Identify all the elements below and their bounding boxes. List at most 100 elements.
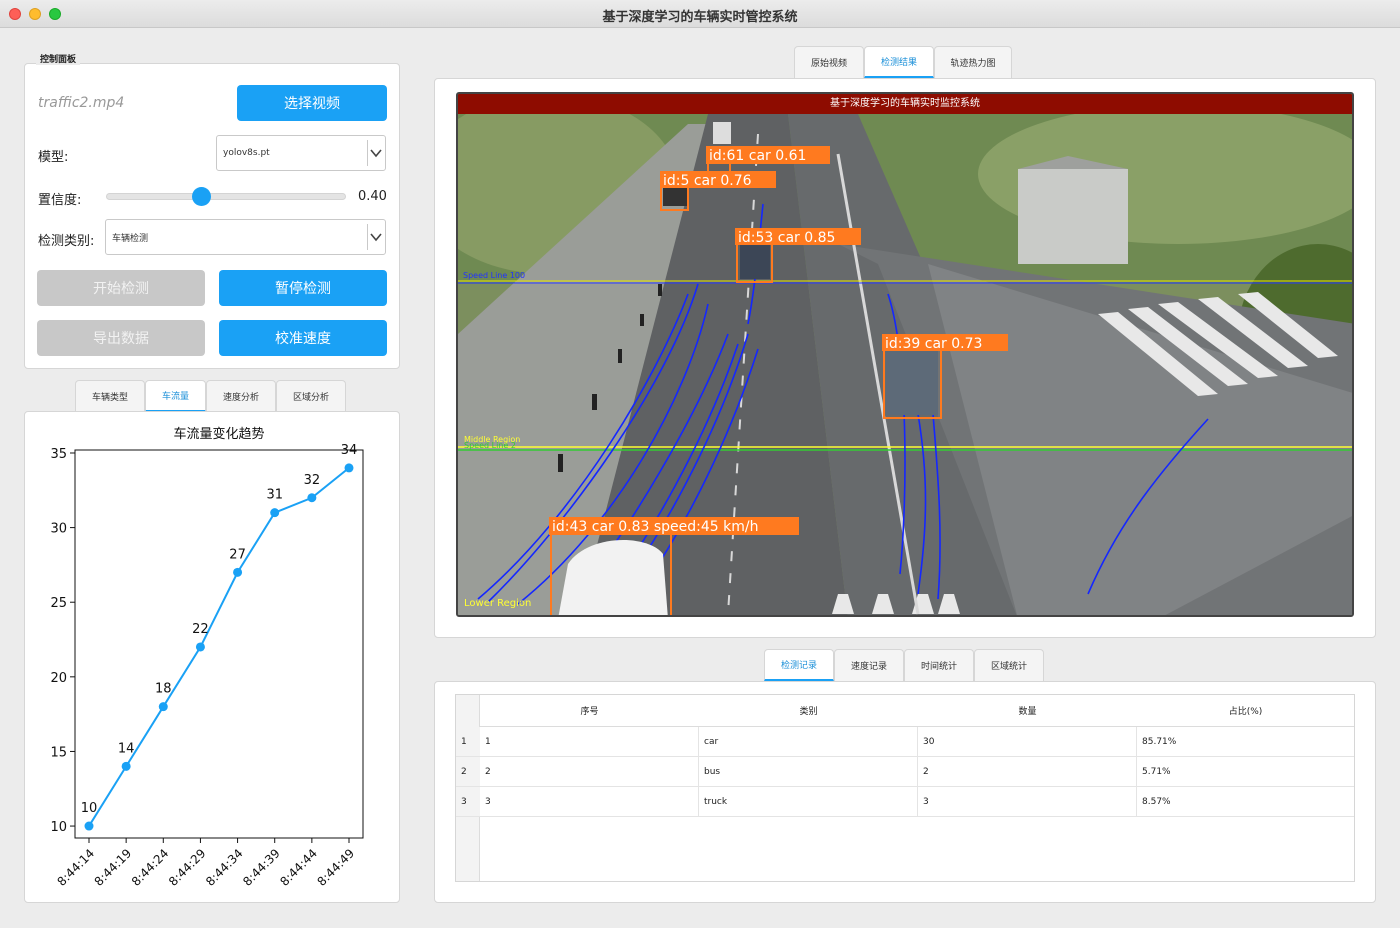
x-tick-label: 8:44:29 <box>166 846 209 889</box>
plot-area <box>74 449 364 839</box>
x-tick-label: 8:44:14 <box>55 846 98 889</box>
tab-detection-result[interactable]: 检测结果 <box>864 46 934 78</box>
speed-line-label: Speed Line 100 <box>463 271 525 280</box>
x-tick-label: 8:44:39 <box>240 846 283 889</box>
detection-label-43: id:43 car 0.83 speed:45 km/h <box>552 519 758 535</box>
maximize-window-button[interactable] <box>49 8 61 20</box>
table-cell[interactable]: 2 <box>918 757 1137 787</box>
series-traffic-flow: 10 14 18 22 27 31 32 34 <box>81 443 358 831</box>
y-tick-label: 25 <box>50 596 67 611</box>
model-select[interactable]: yolov8s.pt <box>216 135 386 171</box>
category-label: 检测类别: <box>38 234 95 249</box>
column-header-count[interactable]: 数量 <box>918 695 1137 727</box>
table-cell[interactable]: 3 <box>918 787 1137 817</box>
data-label: 34 <box>341 443 358 458</box>
confidence-slider-track[interactable] <box>106 193 346 200</box>
video-banner: 基于深度学习的车辆实时监控系统 <box>458 94 1352 114</box>
x-tick-label: 8:44:44 <box>277 846 320 889</box>
table-cell[interactable]: 85.71% <box>1137 727 1354 757</box>
chevron-down-icon <box>367 140 383 166</box>
detection-video-frame: id:61 car 0.61 id:5 car 0.76 id:53 car 0… <box>456 92 1354 617</box>
table-cell[interactable]: bus <box>699 757 918 787</box>
data-label: 18 <box>155 682 172 697</box>
detection-label-39: id:39 car 0.73 <box>885 336 982 352</box>
data-point <box>195 642 205 652</box>
data-label: 27 <box>229 547 246 562</box>
data-point <box>84 821 94 831</box>
category-select[interactable]: 车辆检测 <box>105 219 386 255</box>
data-label: 31 <box>266 488 283 503</box>
detection-label-53: id:53 car 0.85 <box>738 230 835 246</box>
y-tick-label: 35 <box>50 447 67 462</box>
select-video-button[interactable]: 选择视频 <box>237 85 387 121</box>
export-data-button[interactable]: 导出数据 <box>37 320 205 356</box>
y-tick-label: 15 <box>50 745 67 760</box>
video-file-name: traffic2.mp4 <box>38 95 125 111</box>
column-header-ratio[interactable]: 占比(%) <box>1137 695 1354 727</box>
road-scene-image: id:61 car 0.61 id:5 car 0.76 id:53 car 0… <box>458 94 1352 615</box>
y-axis: 10 15 20 25 30 35 <box>50 447 75 835</box>
x-tick-label: 8:44:49 <box>315 846 358 889</box>
data-label: 22 <box>192 622 209 637</box>
tab-trajectory-heatmap[interactable]: 轨迹热力图 <box>934 46 1012 78</box>
category-select-value: 车辆检测 <box>112 233 149 244</box>
table-cell[interactable]: car <box>699 727 918 757</box>
column-header-category[interactable]: 类别 <box>699 695 918 727</box>
table-cell[interactable]: 5.71% <box>1137 757 1354 787</box>
table-cell[interactable]: truck <box>699 787 918 817</box>
tab-time-statistics[interactable]: 时间统计 <box>904 649 974 681</box>
x-tick-label: 8:44:24 <box>129 846 172 889</box>
table-cell[interactable]: 8.57% <box>1137 787 1354 817</box>
data-label: 10 <box>81 801 98 816</box>
row-number: 2 <box>456 757 480 787</box>
chart-title: 车流量变化趋势 <box>173 426 264 442</box>
data-point <box>121 761 131 771</box>
pause-detection-button[interactable]: 暂停检测 <box>219 270 387 306</box>
confidence-slider-handle[interactable] <box>192 187 211 206</box>
row-number: 1 <box>456 727 480 757</box>
table-cell[interactable]: 2 <box>480 757 699 787</box>
data-point <box>233 567 243 577</box>
model-select-value: yolov8s.pt <box>223 148 270 158</box>
table-cell[interactable]: 1 <box>480 727 699 757</box>
row-number: 3 <box>456 787 480 817</box>
minimize-window-button[interactable] <box>29 8 41 20</box>
tab-vehicle-type[interactable]: 车辆类型 <box>75 380 145 412</box>
x-tick-label: 8:44:34 <box>203 846 246 889</box>
data-point <box>270 508 280 518</box>
tab-speed-analysis[interactable]: 速度分析 <box>206 380 276 412</box>
data-point <box>344 463 354 473</box>
window-title: 基于深度学习的车辆实时管控系统 <box>602 10 798 25</box>
data-point <box>307 493 317 503</box>
tab-region-analysis[interactable]: 区域分析 <box>276 380 346 412</box>
tab-traffic-flow[interactable]: 车流量 <box>145 380 206 412</box>
calibrate-speed-button[interactable]: 校准速度 <box>219 320 387 356</box>
records-table: 序号 类别 数量 占比(%) 1 1 car 30 85.71% 2 2 bus… <box>455 694 1355 882</box>
start-detection-button[interactable]: 开始检测 <box>37 270 205 306</box>
model-label: 模型: <box>38 150 69 165</box>
confidence-label: 置信度: <box>38 193 82 208</box>
tab-speed-records[interactable]: 速度记录 <box>834 649 904 681</box>
tab-detection-records[interactable]: 检测记录 <box>764 649 834 681</box>
table-cell[interactable]: 30 <box>918 727 1137 757</box>
column-header-seq[interactable]: 序号 <box>480 695 699 727</box>
data-point <box>158 702 168 712</box>
y-tick-label: 20 <box>50 671 67 686</box>
table-cell[interactable]: 3 <box>480 787 699 817</box>
tab-region-statistics[interactable]: 区域统计 <box>974 649 1044 681</box>
confidence-value: 0.40 <box>358 189 387 204</box>
title-bar: 基于深度学习的车辆实时管控系统 <box>0 0 1400 28</box>
y-tick-label: 30 <box>50 522 67 537</box>
detection-label-5: id:5 car 0.76 <box>663 173 752 189</box>
chart-panel: 车流量变化趋势 10 15 20 25 30 35 8:44:14 8:44:19 8:44:… <box>24 411 400 903</box>
speed-line-2-label: Speed Line 2 <box>464 441 516 450</box>
y-tick-label: 10 <box>50 820 67 835</box>
data-label: 14 <box>118 741 135 756</box>
tab-original-video[interactable]: 原始视频 <box>794 46 864 78</box>
control-panel-title: 控制面板 <box>36 52 81 65</box>
close-window-button[interactable] <box>9 8 21 20</box>
middle-region-label: Middle Region <box>464 435 520 444</box>
data-label: 32 <box>304 473 321 488</box>
series-line <box>88 467 350 827</box>
